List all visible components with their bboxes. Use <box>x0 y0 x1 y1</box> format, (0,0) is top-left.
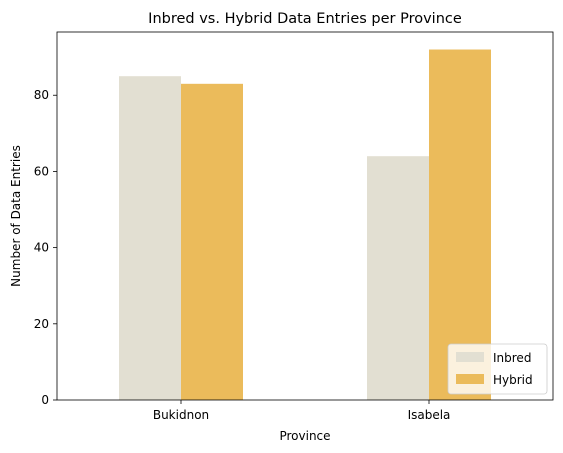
bar-inbred-isabela <box>367 156 429 400</box>
legend: Inbred Hybrid <box>447 343 548 395</box>
x-axis-label: Province <box>279 429 330 443</box>
legend-label-hybrid: Hybrid <box>493 373 533 387</box>
x-tick-label: Bukidnon <box>153 408 209 422</box>
chart-title: Inbred vs. Hybrid Data Entries per Provi… <box>148 11 462 27</box>
bar-hybrid-bukidnon <box>181 83 243 400</box>
y-tick-label: 40 <box>34 241 49 255</box>
legend-swatch-inbred <box>456 352 484 362</box>
legend-label-inbred: Inbred <box>493 351 531 365</box>
y-axis-label: Number of Data Entries <box>9 145 23 287</box>
x-axis: Bukidnon Isabela <box>153 400 451 422</box>
legend-swatch-hybrid <box>456 374 484 384</box>
bar-hybrid-isabela <box>429 49 491 401</box>
plot-frame <box>56 31 554 401</box>
y-tick-label: 60 <box>34 164 49 178</box>
x-tick-label: Isabela <box>408 408 451 422</box>
y-tick-label: 80 <box>34 88 49 102</box>
bars-group <box>119 49 491 401</box>
bar-inbred-bukidnon <box>119 76 181 400</box>
y-tick-label: 20 <box>34 317 49 331</box>
y-tick-label: 0 <box>41 393 49 407</box>
y-axis: 0 20 40 60 80 <box>34 88 57 407</box>
